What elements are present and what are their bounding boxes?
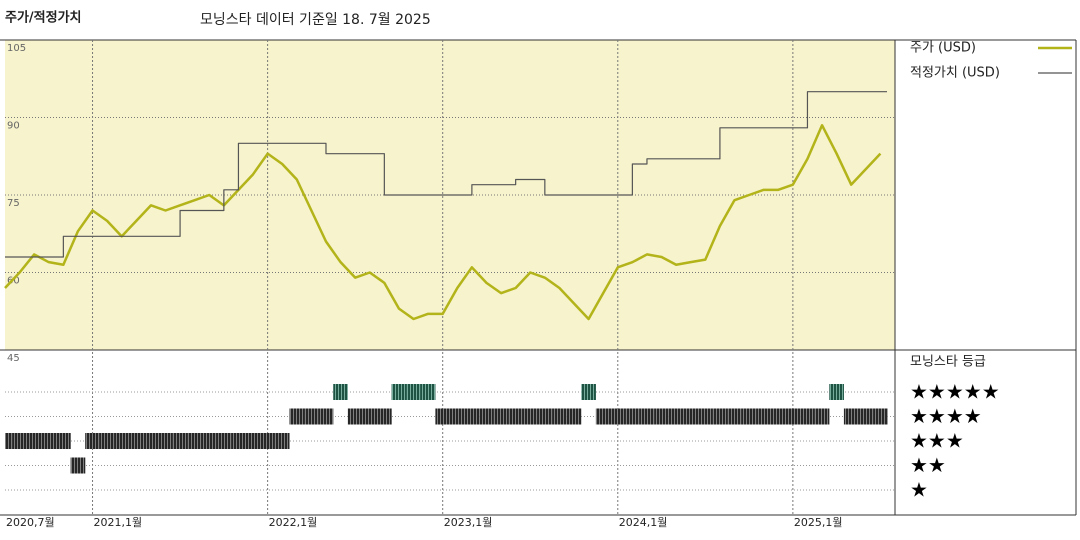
rating-stripe [216, 433, 232, 449]
rating-stripe [712, 408, 728, 425]
rating-stripe [143, 433, 159, 449]
rating-stripe [683, 408, 699, 425]
rating-stripe [741, 408, 757, 425]
legend-label: 적정가치 (USD) [910, 66, 1000, 81]
rating-stripe [304, 408, 319, 425]
rating-stripe [581, 384, 596, 400]
y-tick-label: 90 [7, 121, 20, 132]
rating-stripe [41, 433, 57, 449]
rating-stripe [318, 408, 334, 425]
rating-stripe [260, 433, 275, 449]
y-tick-label: 60 [7, 276, 20, 287]
x-tick-label: 2020,7월 [6, 516, 55, 529]
chart-title: 주가/적정가치 [5, 10, 82, 26]
rating-stripe [12, 433, 27, 449]
rating-stripe [522, 408, 538, 425]
rating-stripe [595, 408, 611, 425]
x-tick-label: 2021,1월 [94, 516, 143, 529]
rating-label: ★ [910, 478, 928, 502]
rating-stripe [566, 408, 582, 425]
y-tick-label: 75 [7, 198, 20, 209]
rating-stripe [698, 408, 713, 425]
rating-stripe [756, 408, 771, 425]
rating-stripe [420, 384, 436, 400]
rating-stripe [158, 433, 173, 449]
rating-label: ★★★★★ [910, 380, 1000, 404]
rating-stripe [814, 408, 830, 425]
fair-value-line [5, 91, 887, 258]
rating-stripe [610, 408, 626, 425]
rating-stripe [639, 408, 655, 425]
rating-stripe [333, 384, 348, 400]
rating-stripe [450, 408, 465, 425]
rating-stripe [727, 408, 742, 425]
rating-label: ★★ [910, 453, 946, 477]
rating-stripe [231, 433, 246, 449]
rating-stripe [289, 408, 305, 425]
x-tick-label: 2024,1월 [619, 516, 668, 529]
rating-stripe [114, 433, 130, 449]
x-tick-label: 2022,1월 [269, 516, 318, 529]
y-tick-label: 105 [7, 43, 26, 54]
rating-stripe [26, 433, 42, 449]
price-line [4, 124, 882, 321]
legend-label: 주가 (USD) [910, 41, 976, 56]
rating-stripe [347, 408, 363, 425]
rating-stripe [625, 408, 640, 425]
rating-stripe [129, 433, 144, 449]
rating-stripe [391, 384, 407, 400]
frame [0, 39, 1077, 516]
rating-stripe [377, 408, 392, 425]
rating-stripe [829, 384, 844, 400]
rating-stripe [843, 408, 859, 425]
rating-stripe [99, 433, 115, 449]
rating-stripe [873, 408, 888, 425]
rating-stripe [858, 408, 874, 425]
rating-stripe [172, 433, 188, 449]
rating-stripe [274, 433, 290, 449]
rating-label: ★★★★ [910, 404, 982, 428]
rating-stripe [362, 408, 378, 425]
rating-stripe [435, 408, 450, 425]
rating-stripe [245, 433, 261, 449]
rating-stripe [800, 408, 815, 425]
rating-stripe [464, 408, 480, 425]
rating-stripe [668, 408, 684, 425]
rating-stripe [552, 408, 567, 425]
rating-stripe [56, 433, 71, 449]
y-tick-label: 45 [7, 353, 20, 364]
x-tick-label: 2025,1월 [794, 516, 843, 529]
rating-stripe [85, 433, 100, 449]
rating-stripe [70, 457, 86, 474]
rating-stripe [537, 408, 553, 425]
rating-stripe [187, 433, 202, 449]
chart-subtitle: 모닝스타 데이터 기준일 18. 7월 2025 [200, 12, 431, 28]
rating-stripe [201, 433, 217, 449]
rating-stripe [770, 408, 786, 425]
rating-stripe [493, 408, 509, 425]
rating-stripe [406, 384, 421, 400]
rating-stripe [5, 433, 13, 449]
rating-stripe [785, 408, 801, 425]
rating-label: ★★★ [910, 429, 964, 453]
rating-stripe [654, 408, 669, 425]
rating-stripe [479, 408, 494, 425]
rating-stripe [508, 408, 523, 425]
x-tick-label: 2023,1월 [444, 516, 493, 529]
rating-title: 모닝스타 등급 [910, 355, 986, 370]
